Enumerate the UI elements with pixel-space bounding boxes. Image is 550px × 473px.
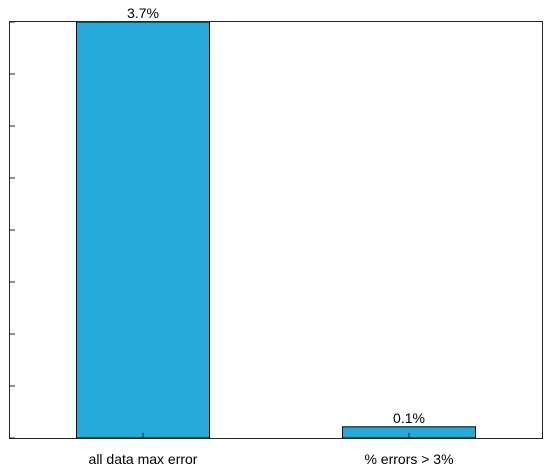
x-tick-label-1: % errors > 3%: [364, 451, 453, 467]
x-tick-label-0: all data max error: [89, 451, 198, 467]
bars-group: [76, 21, 476, 439]
plot-area-frame: [9, 21, 543, 439]
bar-0: [76, 21, 210, 439]
data-label-0: 3.7%: [127, 5, 159, 21]
data-labels-group: 3.7% 0.1%: [127, 5, 425, 426]
x-tick-labels-group: all data max error % errors > 3%: [89, 451, 454, 467]
data-label-1: 0.1%: [393, 410, 425, 426]
y-ticks-group: [10, 21, 410, 439]
